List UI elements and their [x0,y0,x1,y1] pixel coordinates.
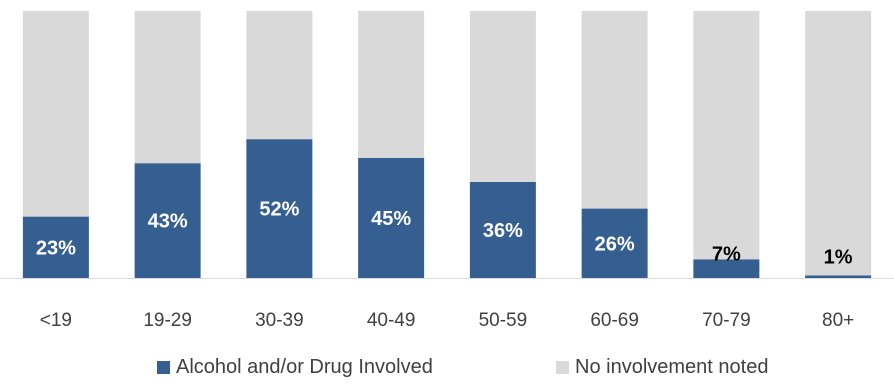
stacked-bar-chart: <19 19-29 30-39 40-49 50-59 60-69 70-79 80+ 23%… [0,11,894,331]
bar-no-involvement-4 [469,11,536,182]
data-label-0: 23% [36,237,76,259]
data-label-6: 7% [712,243,741,265]
x-tick-label-0: <19 [40,310,72,331]
data-label-4: 36% [483,220,523,242]
x-axis-tick-labels: <19 19-29 30-39 40-49 50-59 60-69 70-79 80+ [40,310,854,331]
legend-label-no-involvement: No involvement noted [575,356,769,378]
legend-label-alcohol-drug: Alcohol and/or Drug Involved [176,356,433,378]
data-label-3: 45% [371,208,411,230]
bar-involved-4 [469,181,536,278]
bar-no-involvement-6 [693,11,760,260]
bar-no-involvement-7 [805,11,872,276]
data-label-5: 26% [595,233,635,255]
bar-involved-3 [358,157,425,278]
legend-item-no-involvement: No involvement noted [556,356,768,379]
data-labels: 23% 43% 52% 45% 36% 26% 7% 1% [36,199,853,269]
x-tick-label-5: 60-69 [590,310,639,331]
bar-no-involvement-5 [581,11,648,209]
bar-no-involvement-0 [22,11,89,217]
x-tick-label-7: 80+ [822,310,854,331]
legend: Alcohol and/or Drug Involved No involvem… [0,356,894,386]
bar-involved-0 [22,216,89,278]
bar-involved-1 [134,163,201,278]
bars-group [22,11,872,278]
x-tick-label-4: 50-59 [479,310,528,331]
bar-involved-5 [581,208,648,278]
bar-no-involvement-1 [134,11,201,164]
x-tick-label-6: 70-79 [702,310,751,331]
x-tick-label-3: 40-49 [367,310,416,331]
legend-swatch-no-involvement [556,361,569,374]
x-tick-label-2: 30-39 [255,310,304,331]
data-label-7: 1% [824,246,853,268]
bar-no-involvement-3 [358,11,425,158]
bar-involved-6 [693,259,760,278]
bar-involved-7 [805,275,872,278]
data-label-1: 43% [148,211,188,233]
data-label-2: 52% [259,199,299,221]
legend-swatch-alcohol-drug [157,361,170,374]
legend-item-alcohol-drug: Alcohol and/or Drug Involved [157,356,433,379]
bar-no-involvement-2 [246,11,313,140]
x-tick-label-1: 19-29 [143,310,192,331]
bar-involved-2 [246,139,313,278]
